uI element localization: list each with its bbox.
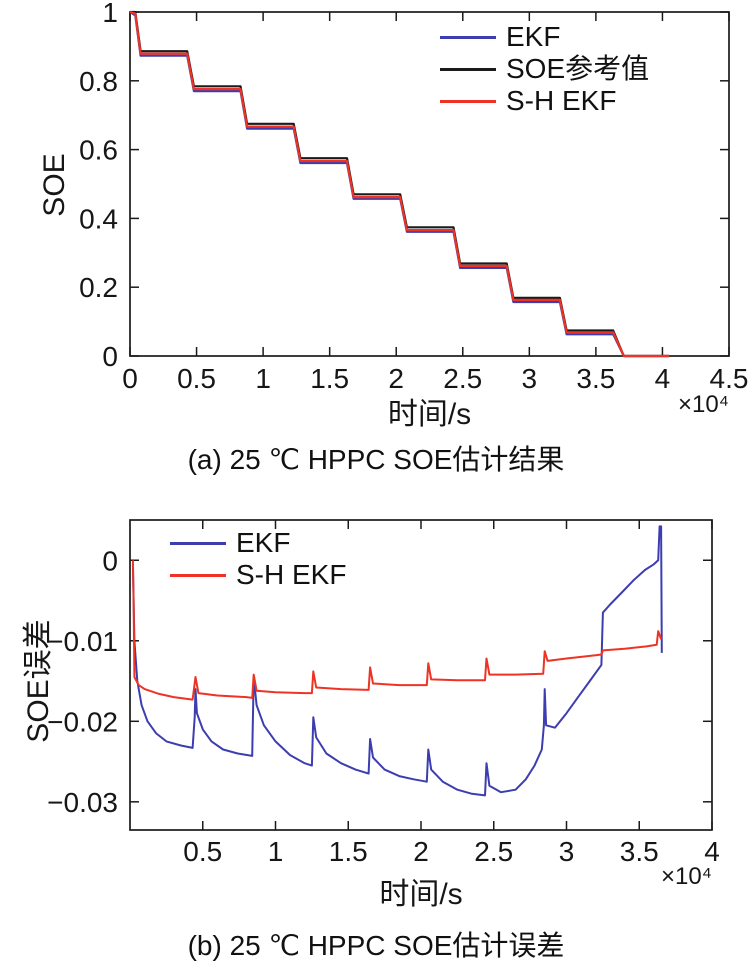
x-tick-label: 3.5 [620,836,659,867]
legend-line-swatch [170,541,226,545]
chart-b-caption: (b) 25 ℃ HPPC SOE估计误差 [187,930,565,961]
y-tick-label: 0.8 [79,66,118,97]
legend-line-swatch [170,573,226,577]
x-tick-label: 3.5 [576,363,615,394]
legend-line-swatch [440,35,496,39]
x-tick-label: 4 [704,836,720,867]
series-line-S-H EKF [129,10,670,358]
legend-label: EKF [236,527,291,558]
x-tick-label: 0.5 [177,363,216,394]
chart-b-plot: 0.5 1 1.5 2 2.5 3 3.5 4 0 −0.01 −0.02 −0.03 时间/s ×10⁴ [47,519,720,911]
plot-box [129,11,730,357]
y-tick-label: 0 [102,341,118,372]
x-tick-label: 2 [413,836,429,867]
x-tick-label: 4.5 [710,363,749,394]
legend-entry: S-H EKF [440,86,649,116]
x-axis-label: 时间/s [388,398,471,431]
legend-label: S-H EKF [506,85,617,116]
chart-b-y-axis-label: SOE误差 [22,619,55,743]
chart-b-legend: EKF S-H EKF [170,528,346,590]
legend-label: S-H EKF [236,559,347,590]
chart-a-y-axis-label: SOE [38,153,71,217]
y-tick-label: 0.2 [79,272,118,303]
x-tick-label: 1 [255,363,271,394]
chart-a-legend: EKF SOE参考值 S-H EKF [440,22,649,116]
x-axis-label: 时间/s [379,878,462,911]
x-tick-label: 1.5 [310,363,349,394]
y-tick-label: 0.4 [79,203,118,234]
x-tick-label: 2.5 [474,836,513,867]
x-tick-label: 3 [559,836,575,867]
chart-a-caption: (a) 25 ℃ HPPC SOE估计结果 [187,444,565,475]
y-tick-label: 1 [102,0,118,28]
x-axis-multiplier: ×10⁴ [678,391,729,418]
x-axis-multiplier: ×10⁴ [661,863,712,890]
y-tick-label: 0.6 [79,135,118,166]
legend-label: EKF [506,21,561,52]
y-tick-label: −0.03 [47,787,118,818]
legend-entry: EKF [440,22,649,52]
series-line-EKF [131,525,663,797]
legend-label: SOE参考值 [506,53,650,84]
legend-line-swatch [440,67,496,71]
x-tick-label: 4 [655,363,671,394]
y-tick-label: −0.01 [47,626,118,657]
y-tick-label: −0.02 [47,706,118,737]
series-line-S-H EKF [131,560,663,701]
x-tick-label: 1 [268,836,284,867]
y-tick-label: 0 [102,545,118,576]
legend-entry: SOE参考值 [440,54,649,84]
legend-entry: S-H EKF [170,560,346,590]
x-tick-label: 0.5 [183,836,222,867]
legend-entry: EKF [170,528,346,558]
x-tick-label: 3 [522,363,538,394]
chart-a-plot: 0 0.5 1 1.5 2 2.5 3 3.5 4 4.5 0 0.2 0.4 0.6 0.8 1 时间/s ×1… [79,0,749,431]
legend-line-swatch [440,99,496,103]
x-tick-label: 1.5 [329,836,368,867]
x-tick-label: 2.5 [443,363,482,394]
x-tick-label: 2 [388,363,404,394]
x-tick-label: 0 [122,363,138,394]
